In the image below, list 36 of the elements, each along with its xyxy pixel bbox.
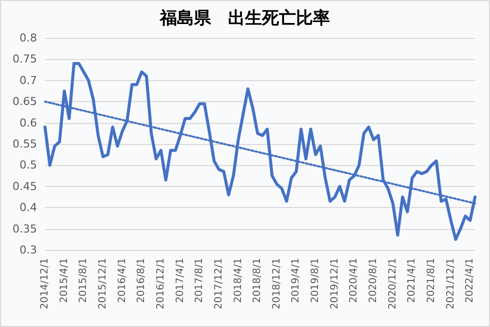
x-tick-label: 2016/12/1 [155,258,166,310]
x-tick-label: 2016/8/1 [136,258,148,303]
x-tick-label: 2022/4/1 [464,258,476,303]
x-tick-label: 2018/8/1 [252,258,264,303]
x-tick-label: 2019/8/1 [310,258,322,303]
x-tick-label: 2014/12/1 [40,258,50,310]
x-tick-label: 2019/12/1 [329,258,340,310]
x-tick-label: 2015/12/1 [97,258,108,310]
y-tick-label: 0.75 [12,52,37,66]
x-tick-label: 2015/8/1 [78,258,90,303]
x-tick-label: 2020/12/1 [387,258,398,310]
x-tick-label: 2021/8/1 [426,258,438,303]
y-tick-label: 0.7 [20,74,37,87]
x-tick-label: 2019/4/1 [290,258,302,303]
x-tick-label: 2016/4/1 [116,258,128,303]
y-tick-label: 0.55 [12,138,37,150]
x-tick-label: 2017/4/1 [174,258,186,303]
chart-title: 福島県 出生死亡比率 [159,8,330,28]
x-tick-label: 2018/12/1 [271,258,282,310]
y-tick-label: 0.65 [12,95,37,108]
y-tick-label: 0.5 [20,158,37,172]
x-tick-label: 2017/8/1 [194,258,206,303]
y-tick-label: 0.8 [20,32,37,44]
x-tick-label: 2021/4/1 [406,258,418,303]
y-tick-label: 0.35 [12,222,37,236]
x-tick-label: 2017/12/1 [213,258,224,310]
x-tick-label: 2020/8/1 [368,258,380,303]
y-tick-label: 0.45 [12,180,37,193]
x-tick-label: 2018/4/1 [232,258,244,303]
x-tick-label: 2020/4/1 [348,258,360,303]
line-series [44,62,476,241]
y-tick-label: 0.6 [20,116,37,130]
y-tick-label: 0.3 [20,244,37,256]
y-tick-label: 0.4 [20,201,37,214]
x-tick-label: 2015/4/1 [58,258,70,303]
x-tick-label: 2021/12/1 [445,258,456,310]
